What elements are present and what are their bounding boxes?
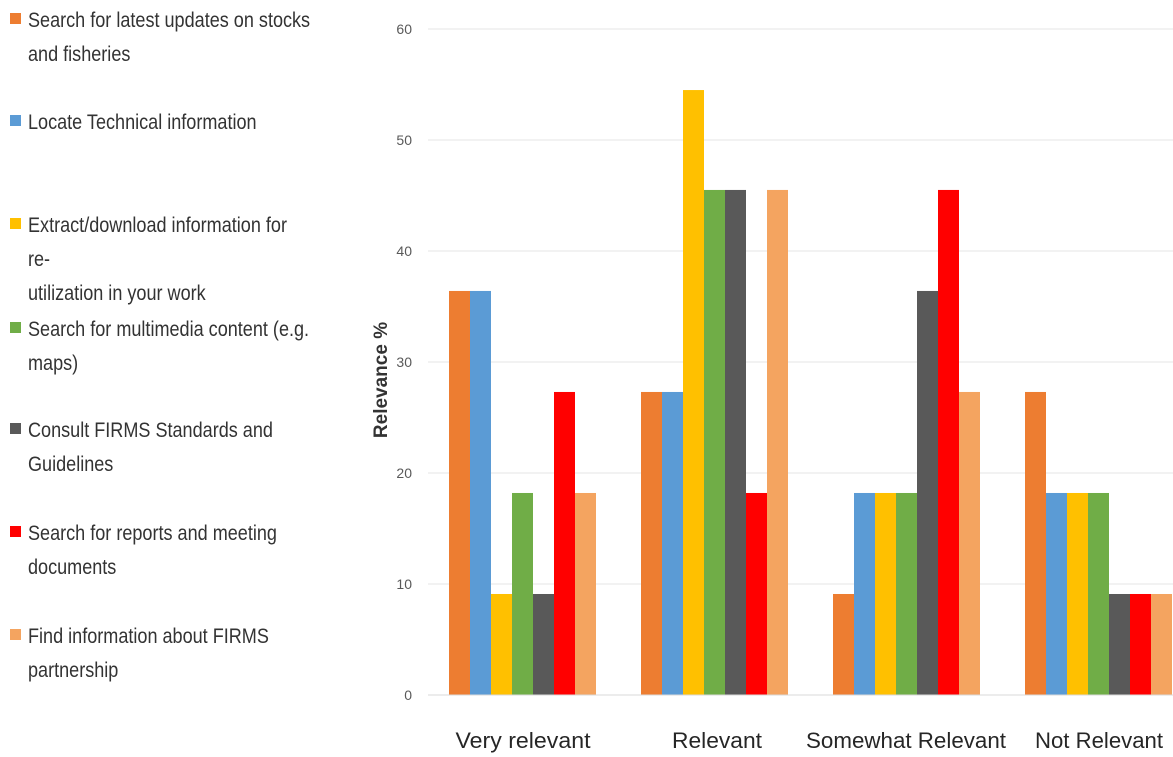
bar-not-relevant-series-6: [1130, 593, 1151, 695]
bar-relevant-series-3: [683, 90, 704, 696]
bar-relevant-series-4: [704, 189, 725, 695]
bar-very-relevant-series-2: [470, 290, 491, 695]
y-tick-label-60: 60: [396, 21, 412, 37]
legend-item-technical-info: Locate Technical information: [10, 106, 360, 140]
legend-item-multimedia: Search for multimedia content (e.g. maps…: [10, 313, 360, 381]
bar-somewhat-relevant-series-2: [854, 492, 875, 695]
legend-label-standards: Consult FIRMS Standards and Guidelines: [28, 419, 273, 476]
bar-not-relevant-series-4: [1088, 492, 1109, 695]
y-tick-label-50: 50: [396, 132, 412, 148]
legend-label-multimedia: Search for multimedia content (e.g. maps…: [28, 318, 310, 375]
legend-label-technical-info: Locate Technical information: [28, 111, 257, 134]
y-tick-label-30: 30: [396, 354, 412, 370]
x-category-label-not-relevant: Not Relevant: [1035, 728, 1163, 753]
legend-label-partnership: Find information about FIRMS partnership: [28, 625, 269, 682]
bar-relevant-series-1: [641, 391, 662, 695]
bar-not-relevant-series-7: [1151, 593, 1172, 695]
bar-very-relevant-series-4: [512, 492, 533, 695]
y-axis-ticks: 0 10 20 30 40 50 60: [396, 21, 412, 703]
bar-relevant-series-5: [725, 189, 746, 695]
x-category-label-relevant: Relevant: [672, 728, 762, 753]
bar-somewhat-relevant-series-5: [917, 290, 938, 695]
legend-label-reports: Search for reports and meeting documents: [28, 522, 277, 579]
bar-relevant-series-2: [662, 391, 683, 695]
y-tick-label-20: 20: [396, 465, 412, 481]
y-tick-label-0: 0: [404, 687, 412, 703]
legend-label-stocks-fisheries: Search for latest updates on stocks and …: [28, 9, 311, 66]
bar-not-relevant-series-1: [1025, 391, 1046, 695]
y-axis-title: Relevance %: [371, 322, 392, 438]
legend-label-extract-download: Extract/download information for re- uti…: [28, 214, 287, 305]
bar-very-relevant-series-3: [491, 593, 512, 695]
x-category-label-somewhat-relevant: Somewhat Relevant: [806, 728, 1006, 753]
bar-very-relevant-series-1: [449, 290, 470, 695]
bar-very-relevant-series-6: [554, 391, 575, 695]
legend-item-standards: Consult FIRMS Standards and Guidelines: [10, 414, 360, 482]
bar-somewhat-relevant-series-7: [959, 391, 980, 695]
legend-swatch-technical-info: [10, 115, 21, 126]
bar-somewhat-relevant-series-4: [896, 492, 917, 695]
bar-relevant-series-6: [746, 492, 767, 695]
legend-swatch-partnership: [10, 629, 21, 640]
legend-swatch-reports: [10, 526, 21, 537]
legend-item-partnership: Find information about FIRMS partnership: [10, 620, 360, 688]
bars: [449, 90, 1172, 696]
bar-somewhat-relevant-series-1: [833, 593, 854, 695]
legend-swatch-multimedia: [10, 322, 21, 333]
y-tick-label-40: 40: [396, 243, 412, 259]
bar-very-relevant-series-7: [575, 492, 596, 695]
chart-legend: Search for latest updates on stocks and …: [0, 0, 360, 757]
bar-very-relevant-series-5: [533, 593, 554, 695]
x-axis-category-labels: Very relevant Relevant Somewhat Relevant No…: [456, 728, 1164, 753]
legend-item-reports: Search for reports and meeting documents: [10, 517, 360, 585]
bar-relevant-series-7: [767, 189, 788, 695]
legend-item-extract-download: Extract/download information for re- uti…: [10, 209, 360, 311]
bar-somewhat-relevant-series-6: [938, 189, 959, 695]
legend-swatch-stocks-fisheries: [10, 13, 21, 24]
bar-not-relevant-series-5: [1109, 593, 1130, 695]
legend-swatch-extract-download: [10, 218, 21, 229]
legend-item-stocks-fisheries: Search for latest updates on stocks and …: [10, 4, 360, 72]
bar-not-relevant-series-2: [1046, 492, 1067, 695]
x-category-label-very-relevant: Very relevant: [456, 728, 591, 753]
y-tick-label-10: 10: [396, 576, 412, 592]
bar-somewhat-relevant-series-3: [875, 492, 896, 695]
bar-not-relevant-series-3: [1067, 492, 1088, 695]
legend-swatch-standards: [10, 423, 21, 434]
